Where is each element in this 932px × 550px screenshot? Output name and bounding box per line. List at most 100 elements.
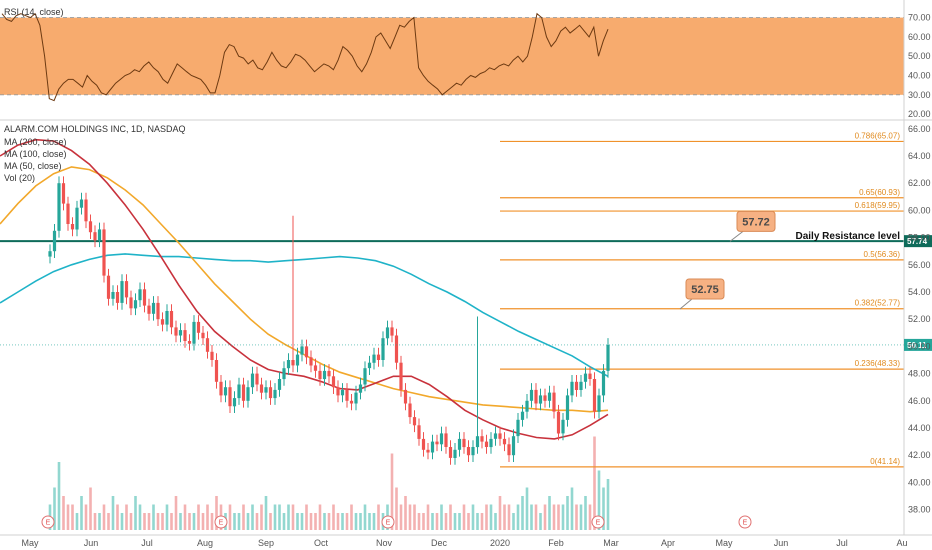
candle[interactable] bbox=[241, 384, 246, 401]
candle[interactable] bbox=[277, 379, 282, 390]
candle[interactable] bbox=[556, 411, 561, 434]
candle[interactable] bbox=[282, 368, 286, 380]
candle[interactable] bbox=[579, 381, 583, 390]
candle[interactable] bbox=[507, 444, 511, 456]
candle[interactable] bbox=[583, 373, 588, 382]
candle[interactable] bbox=[75, 207, 79, 230]
candle[interactable] bbox=[66, 203, 70, 224]
ma200-line[interactable] bbox=[0, 253, 609, 378]
candle[interactable] bbox=[430, 441, 435, 453]
candle[interactable] bbox=[502, 438, 507, 445]
candle[interactable] bbox=[565, 395, 570, 420]
candle[interactable] bbox=[390, 327, 394, 336]
candle[interactable] bbox=[228, 387, 232, 407]
candle[interactable] bbox=[156, 302, 160, 320]
candle[interactable] bbox=[363, 368, 367, 385]
candle[interactable] bbox=[295, 354, 300, 366]
candle[interactable] bbox=[561, 419, 565, 434]
candle[interactable] bbox=[196, 321, 201, 333]
candle[interactable] bbox=[547, 392, 552, 401]
candle[interactable] bbox=[273, 389, 277, 399]
price-callout[interactable]: 57.72 bbox=[729, 210, 776, 242]
candle[interactable] bbox=[223, 387, 228, 396]
candle[interactable] bbox=[291, 360, 295, 366]
candle[interactable] bbox=[187, 341, 192, 344]
candle[interactable] bbox=[435, 441, 439, 445]
candle[interactable] bbox=[57, 183, 61, 231]
candle[interactable] bbox=[511, 436, 516, 456]
candle[interactable] bbox=[489, 438, 493, 448]
candle[interactable] bbox=[327, 370, 331, 377]
candle[interactable] bbox=[201, 332, 205, 339]
candle[interactable] bbox=[412, 417, 417, 426]
candle[interactable] bbox=[367, 362, 372, 369]
candle[interactable] bbox=[534, 389, 538, 404]
rsi-line[interactable] bbox=[1, 12, 609, 102]
candle[interactable] bbox=[358, 384, 363, 393]
candle[interactable] bbox=[138, 289, 142, 301]
candle[interactable] bbox=[493, 433, 498, 439]
candle[interactable] bbox=[52, 230, 57, 252]
candle[interactable] bbox=[439, 433, 444, 445]
candle[interactable] bbox=[592, 379, 597, 412]
candle[interactable] bbox=[417, 425, 421, 439]
candle[interactable] bbox=[606, 344, 610, 371]
candle[interactable] bbox=[340, 389, 345, 396]
candle[interactable] bbox=[574, 381, 579, 390]
candle[interactable] bbox=[475, 436, 480, 448]
candle[interactable] bbox=[331, 376, 336, 388]
earnings-marker[interactable]: E bbox=[738, 515, 752, 529]
candle[interactable] bbox=[61, 183, 66, 204]
candle[interactable] bbox=[102, 229, 106, 276]
candle[interactable] bbox=[376, 354, 381, 360]
candle[interactable] bbox=[160, 319, 165, 325]
candle[interactable] bbox=[70, 224, 75, 230]
candle[interactable] bbox=[313, 365, 318, 371]
candle[interactable] bbox=[322, 370, 327, 380]
candle[interactable] bbox=[601, 370, 606, 396]
candle[interactable] bbox=[93, 232, 97, 241]
candle[interactable] bbox=[421, 438, 426, 450]
candle[interactable] bbox=[133, 300, 138, 309]
candle[interactable] bbox=[192, 321, 196, 344]
candle[interactable] bbox=[309, 357, 313, 366]
candle[interactable] bbox=[466, 447, 471, 456]
candle[interactable] bbox=[111, 292, 115, 299]
candle[interactable] bbox=[354, 392, 358, 404]
rsi-pane[interactable] bbox=[0, 12, 904, 102]
candle[interactable] bbox=[538, 395, 543, 404]
candle[interactable] bbox=[394, 335, 399, 363]
candle[interactable] bbox=[529, 389, 534, 401]
candle[interactable] bbox=[552, 392, 556, 412]
candle[interactable] bbox=[345, 389, 349, 401]
candle[interactable] bbox=[543, 395, 547, 401]
candle[interactable] bbox=[232, 398, 237, 407]
candle[interactable] bbox=[142, 289, 147, 306]
candle[interactable] bbox=[372, 354, 376, 363]
earnings-marker[interactable]: E bbox=[381, 515, 395, 529]
candle[interactable] bbox=[300, 346, 304, 355]
candle[interactable] bbox=[336, 387, 340, 396]
price-pane[interactable]: 0.786(65.07) 0.65(60.93) 0.618(59.95) 0.5(5… bbox=[0, 131, 904, 530]
candle[interactable] bbox=[124, 281, 129, 298]
candle[interactable] bbox=[210, 351, 214, 360]
candle[interactable] bbox=[214, 360, 219, 382]
candle[interactable] bbox=[457, 438, 462, 450]
candle[interactable] bbox=[286, 360, 291, 369]
candle[interactable] bbox=[318, 370, 322, 380]
candle[interactable] bbox=[471, 447, 475, 456]
candle[interactable] bbox=[97, 229, 102, 241]
candle[interactable] bbox=[250, 373, 255, 388]
candle[interactable] bbox=[385, 327, 390, 339]
candle[interactable] bbox=[520, 411, 525, 420]
candle[interactable] bbox=[516, 419, 520, 437]
candle[interactable] bbox=[48, 251, 52, 257]
candle[interactable] bbox=[84, 199, 88, 222]
candle[interactable] bbox=[597, 395, 601, 412]
candle[interactable] bbox=[453, 449, 457, 458]
candle[interactable] bbox=[381, 338, 385, 360]
ma50-line[interactable] bbox=[0, 138, 609, 440]
candle[interactable] bbox=[444, 433, 448, 447]
candle[interactable] bbox=[525, 400, 529, 412]
